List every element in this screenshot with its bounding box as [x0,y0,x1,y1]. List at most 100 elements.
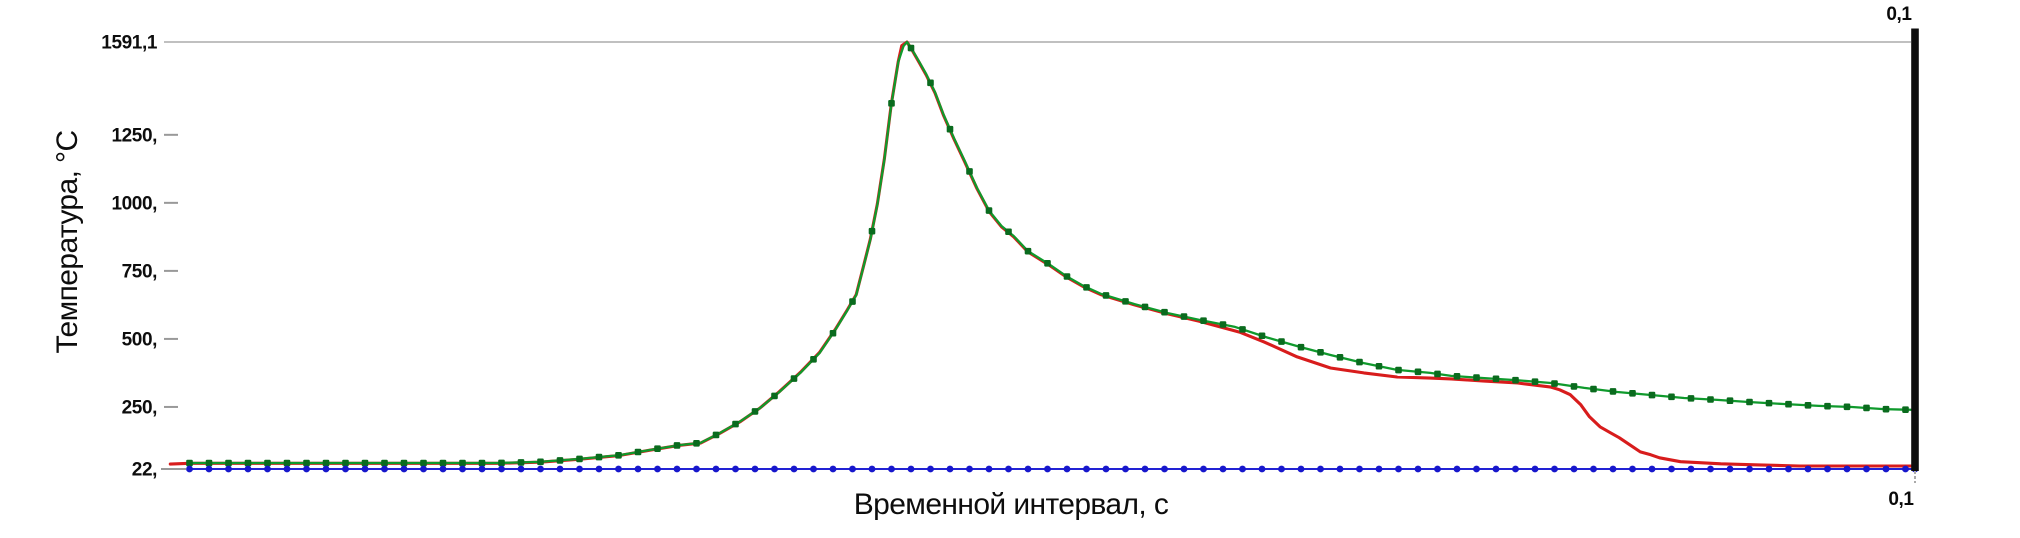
green-square-marker [634,448,642,456]
blue-dot-marker [1765,465,1773,473]
green-square-marker [829,329,837,337]
blue-dot-marker [790,465,798,473]
blue-dot-marker [1161,465,1168,473]
blue-dot-marker [361,465,369,473]
blue-dot-marker [907,465,915,473]
blue-dot-marker [810,465,817,473]
green-square-marker [946,125,954,133]
green-square-marker [186,459,193,467]
blue-dot-marker [654,465,661,473]
green-square-marker [1570,383,1578,390]
x-axis-title: Временной интервал, с [853,488,1169,521]
y-tick-label: 22, [132,460,157,481]
blue-dot-marker [1258,465,1266,473]
red-curve-line [168,40,1917,468]
blue-dot-marker [1141,465,1149,473]
blue-dot-marker [1317,465,1324,473]
blue-dot-marker [537,465,544,473]
blue-dot-marker [322,465,330,473]
y-axis-ticks: 1591,1 1250, 1000, 750, 500, 250, 22, [101,33,1911,481]
blue-dot-marker [1648,465,1656,473]
blue-dot-marker [517,465,525,473]
green-square-marker [478,459,486,467]
blue-dot-marker [1687,465,1695,473]
green-square-marker [1434,370,1441,378]
y-tick-label: 750, [122,261,158,282]
green-curve [186,40,1919,467]
green-square-marker [1863,404,1870,412]
blue-dot-marker [1629,465,1636,473]
blue-dot-marker [1278,465,1285,473]
green-square-marker [868,227,876,235]
green-square-marker [1473,374,1480,381]
blue-dot-marker [1395,465,1402,473]
green-square-marker [537,458,544,466]
green-square-marker [1122,298,1129,305]
blue-dot-marker [595,465,603,473]
blue-dot-marker [1726,465,1734,473]
green-square-marker [1141,303,1149,311]
red-curve [168,40,1917,468]
blue-dot-marker [829,465,837,473]
green-square-marker [1668,393,1675,401]
y-axis-title: Температура, °C [51,130,84,354]
blue-dot-marker [420,465,427,473]
green-square-marker [322,459,330,467]
blue-dot-marker [1063,465,1071,473]
blue-dot-marker [478,465,486,473]
green-square-marker [907,44,915,52]
green-square-marker [342,459,349,467]
blue-dot-marker [1180,465,1188,473]
green-square-marker [420,459,427,467]
blue-dot-marker [1473,465,1480,473]
blue-curve-markers [186,465,1919,473]
green-square-marker [790,375,798,382]
green-square-marker [1414,368,1422,376]
green-square-marker [1882,405,1890,413]
green-square-marker [1063,273,1071,280]
blue-dot-marker [1609,465,1617,473]
blue-dot-marker [400,465,408,473]
blue-dot-marker [1375,465,1383,473]
blue-dot-marker [1083,465,1090,473]
blue-dot-marker [927,465,934,473]
blue-dot-marker [693,465,700,473]
blue-dot-marker [283,465,291,473]
x-axis-end-label-bottom: 0,1 [1888,489,1914,510]
blue-dot-marker [1200,465,1207,473]
green-square-marker [1239,326,1246,333]
blue-dot-marker [1824,465,1831,473]
green-square-marker [1200,317,1207,324]
y-tick-label: 250, [122,397,158,418]
blue-dot-marker [946,465,954,473]
blue-dot-marker [244,465,252,473]
green-curve-line [188,40,1917,465]
blue-dot-marker [1219,465,1227,473]
green-square-marker [595,453,603,461]
green-square-marker [1258,332,1266,340]
blue-dot-marker [985,465,993,473]
green-square-marker [1843,403,1851,411]
green-square-marker [1746,398,1753,406]
blue-dot-marker [439,465,447,473]
green-square-marker [966,168,973,175]
y-tick-label: 1000, [111,193,157,214]
green-square-marker [225,459,232,467]
blue-dot-marker [1102,465,1110,473]
blue-dot-marker [1024,465,1032,473]
blue-dot-marker [751,465,759,473]
green-square-marker [1024,247,1032,255]
blue-dot-marker [615,465,622,473]
green-square-marker [1317,349,1324,356]
blue-dot-marker [1492,465,1500,473]
blue-dot-marker [673,465,681,473]
green-square-marker [1590,385,1597,393]
blue-dot-marker [732,465,739,473]
blue-dot-marker [381,465,388,473]
green-square-marker [888,100,895,107]
green-square-marker [576,455,583,463]
green-square-marker [1083,284,1090,291]
green-square-marker [732,420,739,428]
blue-dot-marker [1707,465,1714,473]
